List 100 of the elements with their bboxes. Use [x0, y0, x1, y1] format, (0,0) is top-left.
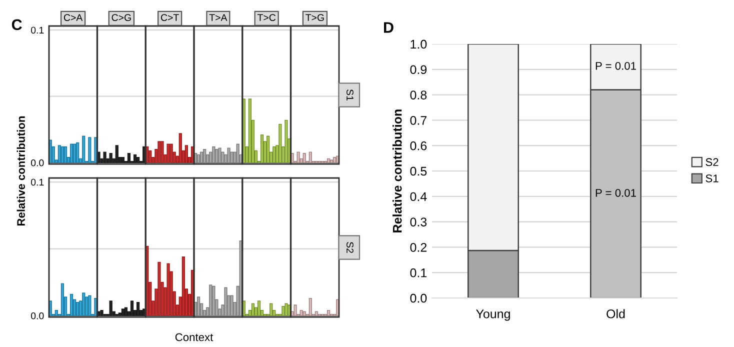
y-tick-label: 0.1	[410, 268, 427, 278]
bar	[278, 124, 282, 164]
bar	[224, 287, 228, 316]
x-axis-title: Context	[175, 333, 214, 342]
legend-label: S1	[706, 174, 718, 182]
bar	[260, 134, 264, 164]
bar	[257, 300, 261, 316]
bar	[272, 146, 276, 164]
bar	[121, 157, 124, 164]
bar	[200, 152, 204, 164]
bar	[230, 295, 234, 316]
text: C>T	[160, 14, 179, 22]
bar	[170, 144, 173, 164]
x-tick-label: Young	[476, 310, 510, 321]
y-tick-label: 0.0	[410, 294, 427, 303]
bar	[203, 149, 206, 164]
bar	[330, 160, 334, 164]
legend-label: S2	[706, 158, 718, 166]
bar	[136, 302, 140, 316]
y-tick-label: 0.6	[410, 141, 427, 150]
bar	[327, 158, 330, 164]
bar	[103, 152, 106, 164]
bar	[72, 144, 76, 164]
text: S1	[346, 89, 354, 100]
y-tick-label: 0.0	[31, 159, 44, 166]
bar	[88, 137, 92, 164]
text: S2	[346, 242, 354, 253]
bar	[60, 146, 64, 164]
bar	[300, 310, 303, 316]
bar	[76, 302, 80, 316]
y-tick-label: 0.5	[410, 166, 427, 176]
bar	[124, 307, 128, 316]
bar	[64, 146, 68, 164]
bar	[230, 152, 234, 164]
bar	[115, 145, 118, 164]
y-axis-title: Relative contribution	[16, 116, 25, 226]
bar	[248, 98, 252, 164]
bar	[215, 149, 218, 164]
bar	[82, 292, 86, 316]
bar	[184, 145, 188, 164]
bar	[166, 263, 170, 316]
bar	[70, 294, 74, 316]
y-tick-label: 0.3	[410, 218, 427, 226]
bar	[333, 157, 336, 164]
bar	[109, 153, 112, 164]
bar	[308, 152, 312, 164]
bar	[196, 296, 200, 316]
bar	[327, 310, 330, 316]
bar	[314, 311, 318, 316]
bar	[121, 308, 124, 316]
text: D	[384, 22, 394, 33]
bar	[130, 300, 134, 316]
y-tick-label: 1.0	[410, 40, 427, 49]
bar	[302, 311, 306, 316]
bar	[302, 153, 306, 164]
text: T>A	[209, 14, 228, 21]
bar	[109, 300, 112, 316]
bar	[158, 141, 161, 164]
y-tick-label: 0.7	[410, 116, 427, 125]
y-tick-label: 0.8	[410, 90, 427, 100]
y-tick-label: 0.9	[410, 65, 427, 74]
annotation: P = 0.01	[596, 62, 636, 70]
bar	[251, 303, 255, 316]
bar	[270, 303, 273, 316]
bar	[60, 283, 64, 316]
bar	[85, 296, 88, 316]
bar	[282, 306, 285, 316]
bar	[308, 298, 312, 316]
bar	[133, 154, 137, 164]
bar	[160, 141, 164, 164]
y-axis-title: Relative contribution	[392, 110, 402, 232]
text: C>G	[112, 14, 131, 22]
bar	[148, 150, 152, 164]
y-tick-label: 0.1	[31, 26, 44, 34]
bar	[58, 145, 61, 164]
x-tick-label: Old	[606, 309, 625, 318]
bar	[221, 152, 224, 164]
bar	[284, 303, 288, 316]
bar	[294, 304, 297, 316]
text: C>A	[64, 14, 83, 22]
bar	[212, 286, 216, 316]
bar	[88, 295, 92, 316]
annotation: P = 0.01	[596, 188, 636, 197]
bar	[70, 144, 74, 164]
y-tick-label: 0.2	[410, 243, 427, 252]
y-tick-label: 0.4	[410, 192, 427, 202]
y-tick-label: 0.0	[31, 312, 44, 320]
bar	[296, 152, 300, 164]
bar	[178, 133, 182, 164]
bar	[76, 142, 80, 164]
bar	[54, 310, 58, 316]
text: T>G	[306, 14, 324, 22]
bar	[236, 144, 240, 164]
bar	[218, 148, 222, 164]
bar	[136, 157, 140, 164]
bar	[209, 284, 212, 316]
bar	[118, 312, 122, 316]
bar	[182, 256, 185, 316]
bar	[100, 310, 104, 316]
bar	[227, 148, 230, 164]
